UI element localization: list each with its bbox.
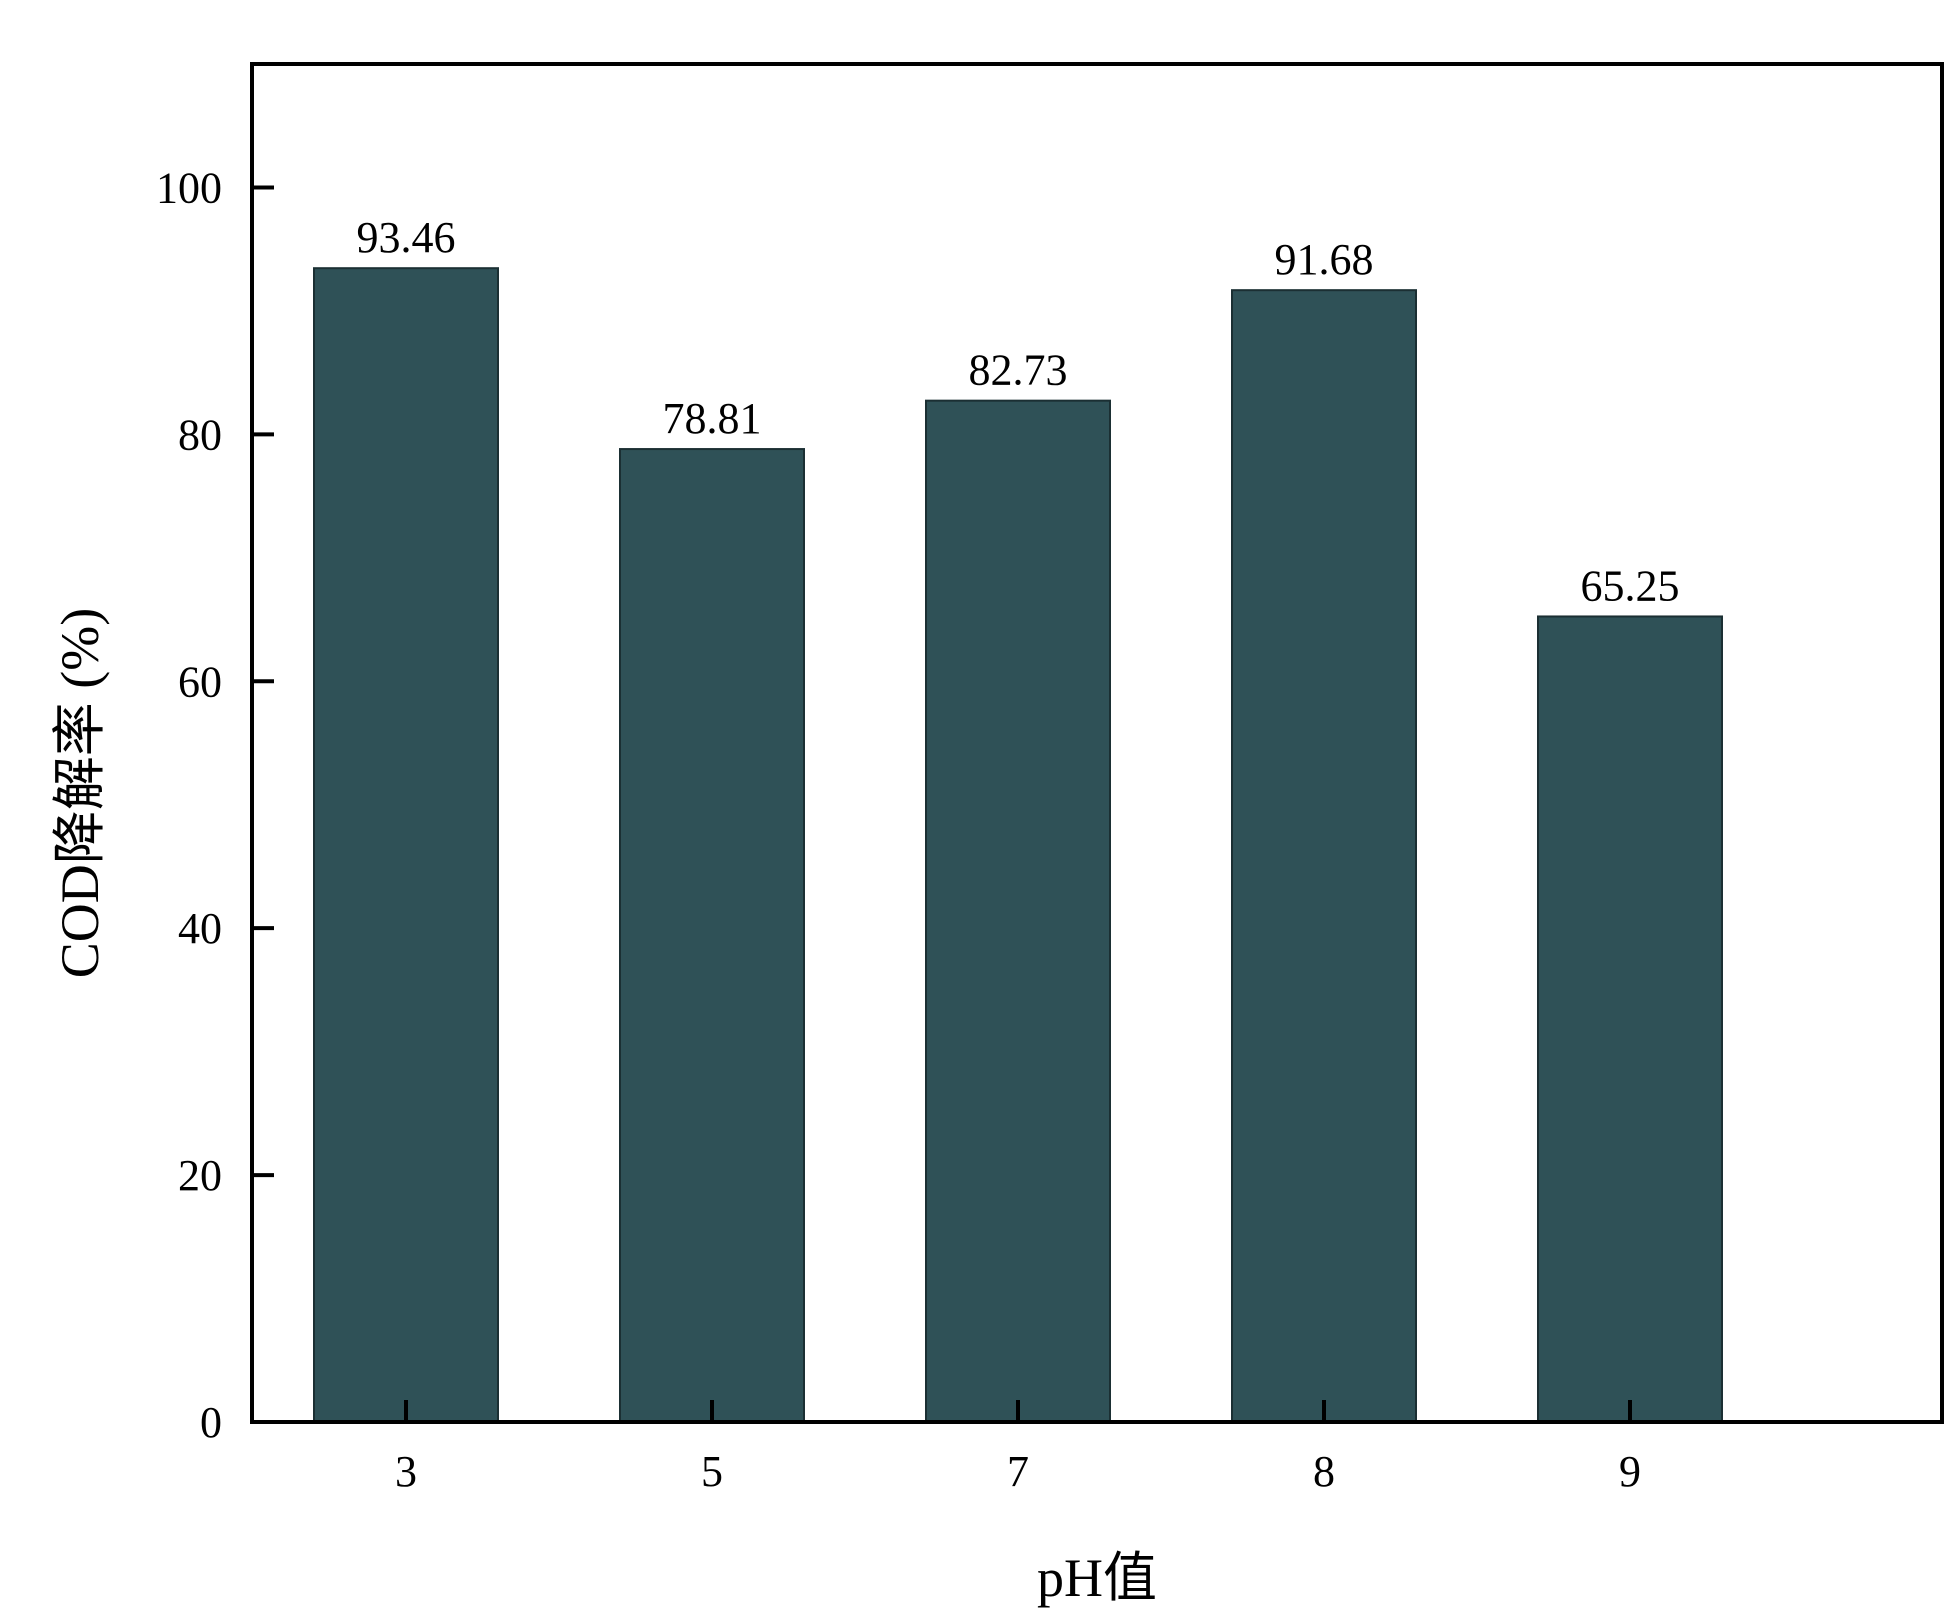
y-axis-ticks: 0 20 40 60 80 100 [156,163,274,1447]
x-tick-label-7: 7 [1007,1447,1029,1496]
data-label-9: 65.25 [1581,561,1680,610]
data-label-5: 78.81 [663,394,762,443]
y-tick-label-80: 80 [178,410,222,459]
x-tick-label-5: 5 [701,1447,723,1496]
y-tick-label-20: 20 [178,1151,222,1200]
y-axis-title: COD降解率 (%) [50,608,110,978]
plot-frame-layer [250,62,1944,1424]
data-label-3: 93.46 [357,213,456,262]
x-axis-ticks: 3 5 7 8 9 [395,1400,1641,1496]
x-tick-label-8: 8 [1313,1447,1335,1496]
bar-9 [1537,615,1723,1423]
y-tick-label-0: 0 [200,1398,222,1447]
y-tick-label-100: 100 [156,163,222,212]
bar-7 [925,399,1111,1424]
x-tick-label-3: 3 [395,1447,417,1496]
data-label-7: 82.73 [969,346,1068,395]
x-tick-label-9: 9 [1619,1447,1641,1496]
data-labels-layer: 93.46 78.81 82.73 91.68 65.25 [357,213,1680,610]
y-tick-label-40: 40 [178,904,222,953]
bar-8 [1231,289,1417,1424]
y-tick-label-60: 60 [178,657,222,706]
data-label-8: 91.68 [1275,235,1374,284]
plot-frame [250,62,1944,1424]
bars-layer [313,267,1723,1424]
bar-3 [313,267,499,1423]
bar-5 [619,448,805,1423]
x-axis-title: pH值 [1037,1548,1157,1608]
